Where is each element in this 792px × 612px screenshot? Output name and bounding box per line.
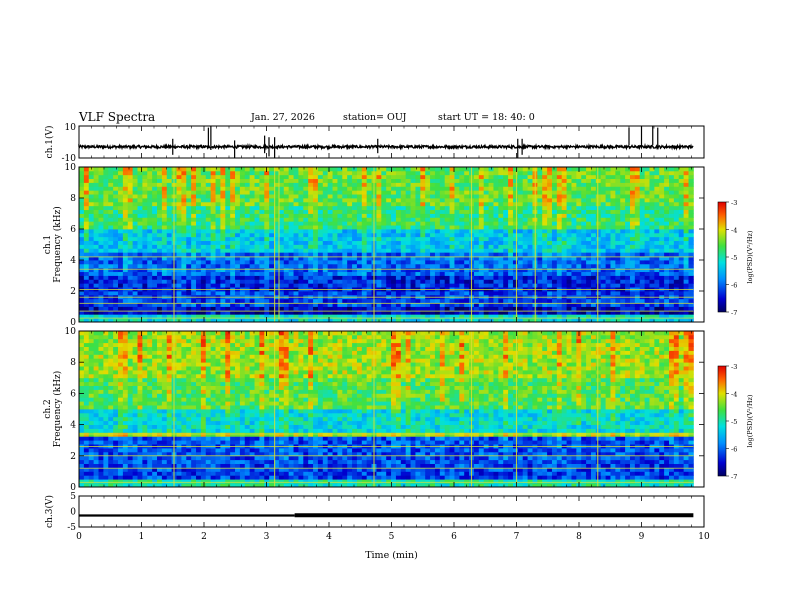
colorbar-label: log(PSD)(V²/Hz) (746, 394, 754, 447)
y-tick-label: -10 (62, 154, 77, 164)
header-date: Jan. 27, 2026 (251, 112, 315, 123)
x-tick-label: 10 (698, 532, 710, 542)
x-tick-label: 2 (201, 532, 207, 542)
y-tick-label: 10 (65, 163, 77, 173)
x-tick-label: 3 (264, 532, 270, 542)
x-tick-label: 0 (76, 532, 82, 542)
x-tick-label: 8 (576, 532, 582, 542)
y-tick-label: 6 (70, 225, 76, 235)
header-start-time: start UT = 18: 40: 0 (438, 112, 535, 123)
colorbar-tick-label: -4 (731, 391, 737, 399)
colorbar-tick-label: -3 (731, 199, 737, 207)
spectrogram-cells (79, 331, 694, 488)
y-tick-label: 8 (70, 358, 76, 368)
x-tick-label: 9 (639, 532, 645, 542)
y-tick-label: 10 (65, 123, 77, 133)
colorbar (717, 365, 727, 477)
colorbar-tick-label: -5 (731, 254, 737, 262)
x-tick-label: 7 (514, 532, 520, 542)
colorbar-label: log(PSD)(V²/Hz) (746, 230, 754, 283)
spectrogram-ylabel: ch.2Frequency (kHz) (43, 371, 63, 448)
spectrogram-cells (79, 167, 694, 323)
colorbar-tick-label: -7 (731, 309, 737, 317)
colorbar-tick-label: -6 (731, 446, 737, 454)
y-tick-label: 4 (70, 421, 76, 431)
ch3-ylabel: ch.3(V) (44, 495, 55, 528)
ch1-trace (78, 142, 694, 151)
spectrogram-ylabel: ch.1Frequency (kHz) (43, 206, 63, 283)
x-tick-label: 1 (139, 532, 145, 542)
y-tick-label: 8 (70, 194, 76, 204)
x-tick-label: 6 (451, 532, 457, 542)
colorbar-tick-label: -7 (731, 473, 737, 481)
y-tick-label: 2 (70, 452, 76, 462)
y-tick-label: 4 (70, 256, 76, 266)
colorbar (717, 201, 727, 313)
x-tick-label: 4 (326, 532, 332, 542)
colorbar-tick-label: -3 (731, 363, 737, 371)
chart-title: VLF Spectra (79, 110, 156, 124)
y-tick-label: 5 (70, 492, 76, 502)
y-tick-label: 6 (70, 389, 76, 399)
colorbar-tick-label: -6 (731, 282, 737, 290)
colorbar-tick-label: -4 (731, 227, 737, 235)
x-axis-label: Time (min) (365, 550, 418, 561)
ch1-ylabel: ch.1(V) (44, 126, 55, 159)
x-tick-label: 5 (389, 532, 395, 542)
header-station: station= OUJ (343, 112, 407, 123)
y-tick-label: 0 (70, 483, 76, 493)
y-tick-label: 0 (70, 508, 76, 518)
y-tick-label: 0 (70, 318, 76, 328)
y-tick-label: -5 (67, 523, 76, 533)
y-tick-label: 10 (65, 327, 77, 337)
y-tick-label: 2 (70, 287, 76, 297)
colorbar-tick-label: -5 (731, 418, 737, 426)
